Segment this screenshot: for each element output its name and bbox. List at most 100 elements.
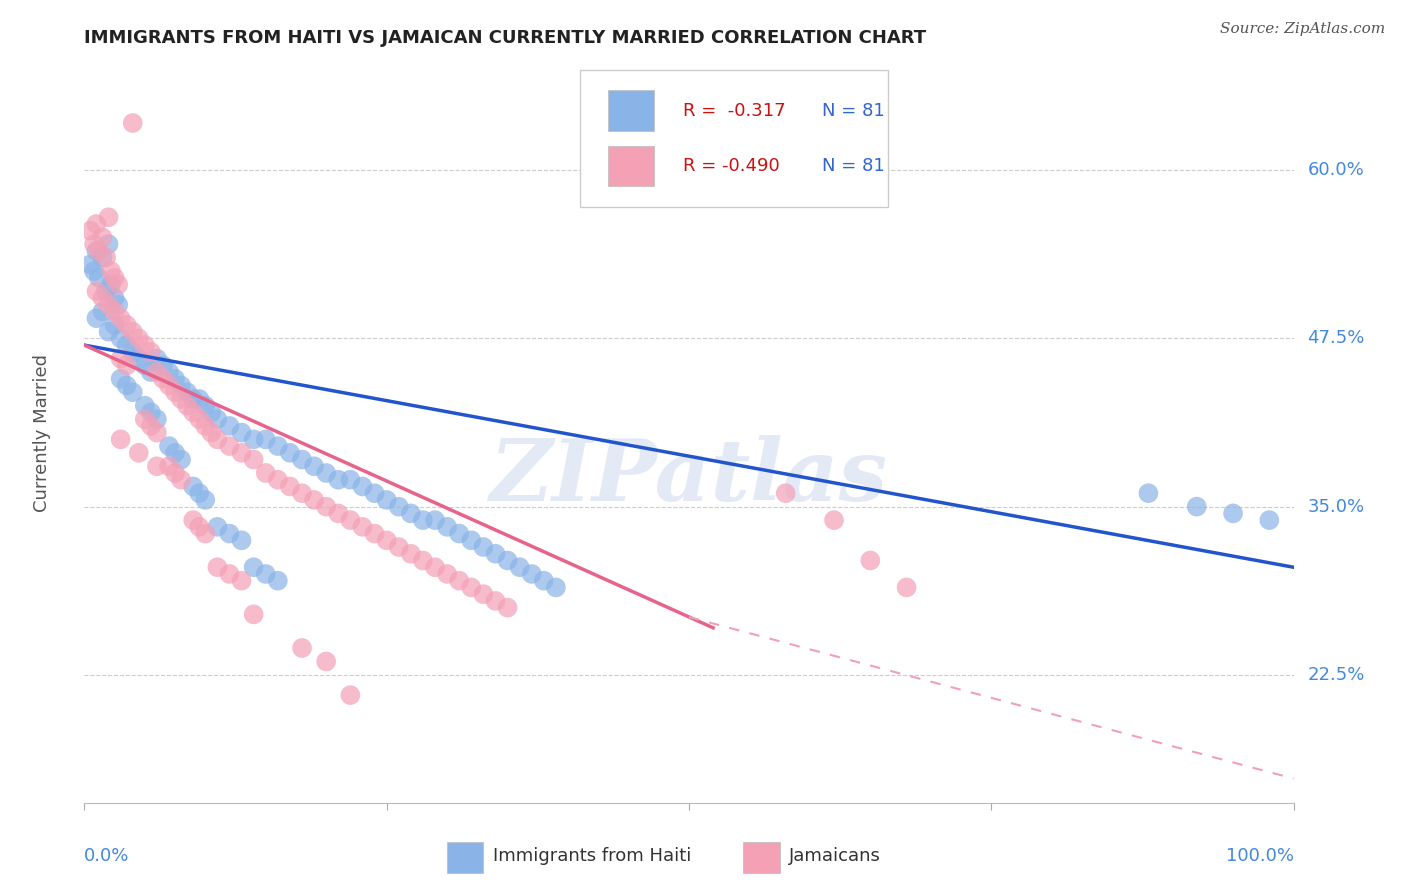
Point — [146, 459, 169, 474]
Point — [165, 372, 187, 386]
Point — [176, 385, 198, 400]
Point — [94, 285, 117, 299]
Point — [83, 264, 105, 278]
Text: 0.0%: 0.0% — [84, 847, 129, 865]
Point — [115, 359, 138, 373]
Point — [496, 600, 519, 615]
Text: Source: ZipAtlas.com: Source: ZipAtlas.com — [1219, 22, 1385, 37]
Text: 35.0%: 35.0% — [1308, 498, 1365, 516]
Text: N = 81: N = 81 — [823, 102, 884, 120]
Point — [121, 116, 143, 130]
Point — [87, 270, 110, 285]
Point — [146, 365, 169, 379]
Point — [520, 566, 543, 581]
Point — [128, 446, 150, 460]
Point — [436, 566, 458, 581]
Point — [157, 378, 180, 392]
Point — [1185, 500, 1208, 514]
Point — [97, 298, 120, 312]
Point — [115, 318, 138, 332]
Point — [121, 385, 143, 400]
Point — [110, 331, 132, 345]
Point — [87, 244, 110, 258]
Text: ZIPatlas: ZIPatlas — [489, 435, 889, 519]
Point — [86, 244, 108, 258]
Point — [1258, 513, 1281, 527]
Point — [218, 418, 240, 433]
Point — [242, 433, 264, 447]
Point — [97, 237, 120, 252]
Point — [134, 412, 156, 426]
Point — [91, 251, 114, 265]
Point — [165, 385, 187, 400]
Point — [200, 405, 222, 419]
Point — [86, 311, 108, 326]
Point — [823, 513, 845, 527]
Point — [139, 344, 162, 359]
Point — [472, 540, 495, 554]
Point — [91, 230, 114, 244]
Point — [254, 566, 277, 581]
Point — [363, 526, 385, 541]
Point — [86, 285, 108, 299]
Point — [375, 533, 398, 548]
FancyBboxPatch shape — [447, 842, 484, 873]
Point — [339, 473, 361, 487]
Point — [128, 351, 150, 366]
Point — [100, 277, 122, 292]
Point — [194, 526, 217, 541]
Point — [328, 507, 350, 521]
Point — [165, 466, 187, 480]
Point — [339, 513, 361, 527]
FancyBboxPatch shape — [581, 70, 889, 207]
Point — [1137, 486, 1160, 500]
Point — [107, 277, 129, 292]
Point — [207, 520, 229, 534]
Point — [97, 325, 120, 339]
Point — [496, 553, 519, 567]
Point — [110, 372, 132, 386]
Point — [484, 547, 506, 561]
Point — [352, 479, 374, 493]
Point — [181, 479, 204, 493]
Point — [399, 507, 422, 521]
Point — [231, 425, 253, 440]
Point — [165, 446, 187, 460]
Point — [152, 372, 174, 386]
Point — [83, 237, 105, 252]
Point — [399, 547, 422, 561]
Point — [146, 425, 169, 440]
Point — [775, 486, 797, 500]
Text: IMMIGRANTS FROM HAITI VS JAMAICAN CURRENTLY MARRIED CORRELATION CHART: IMMIGRANTS FROM HAITI VS JAMAICAN CURREN… — [84, 29, 927, 47]
Point — [194, 492, 217, 507]
Text: R = -0.490: R = -0.490 — [683, 157, 780, 175]
Point — [242, 560, 264, 574]
Point — [110, 351, 132, 366]
Point — [472, 587, 495, 601]
Text: Currently Married: Currently Married — [32, 353, 51, 512]
Point — [200, 425, 222, 440]
Point — [388, 500, 411, 514]
Point — [91, 291, 114, 305]
Point — [134, 359, 156, 373]
Point — [291, 486, 314, 500]
Text: Immigrants from Haiti: Immigrants from Haiti — [494, 847, 692, 865]
Point — [423, 513, 446, 527]
Text: 60.0%: 60.0% — [1308, 161, 1364, 179]
Point — [218, 566, 240, 581]
Point — [207, 560, 229, 574]
Point — [375, 492, 398, 507]
Point — [181, 392, 204, 406]
Point — [121, 344, 143, 359]
Point — [1222, 507, 1244, 521]
Point — [412, 553, 434, 567]
Point — [207, 412, 229, 426]
Point — [436, 520, 458, 534]
Point — [194, 399, 217, 413]
Point — [544, 581, 567, 595]
Point — [157, 439, 180, 453]
FancyBboxPatch shape — [744, 842, 780, 873]
Text: Jamaicans: Jamaicans — [789, 847, 882, 865]
Point — [139, 405, 162, 419]
Point — [315, 466, 337, 480]
